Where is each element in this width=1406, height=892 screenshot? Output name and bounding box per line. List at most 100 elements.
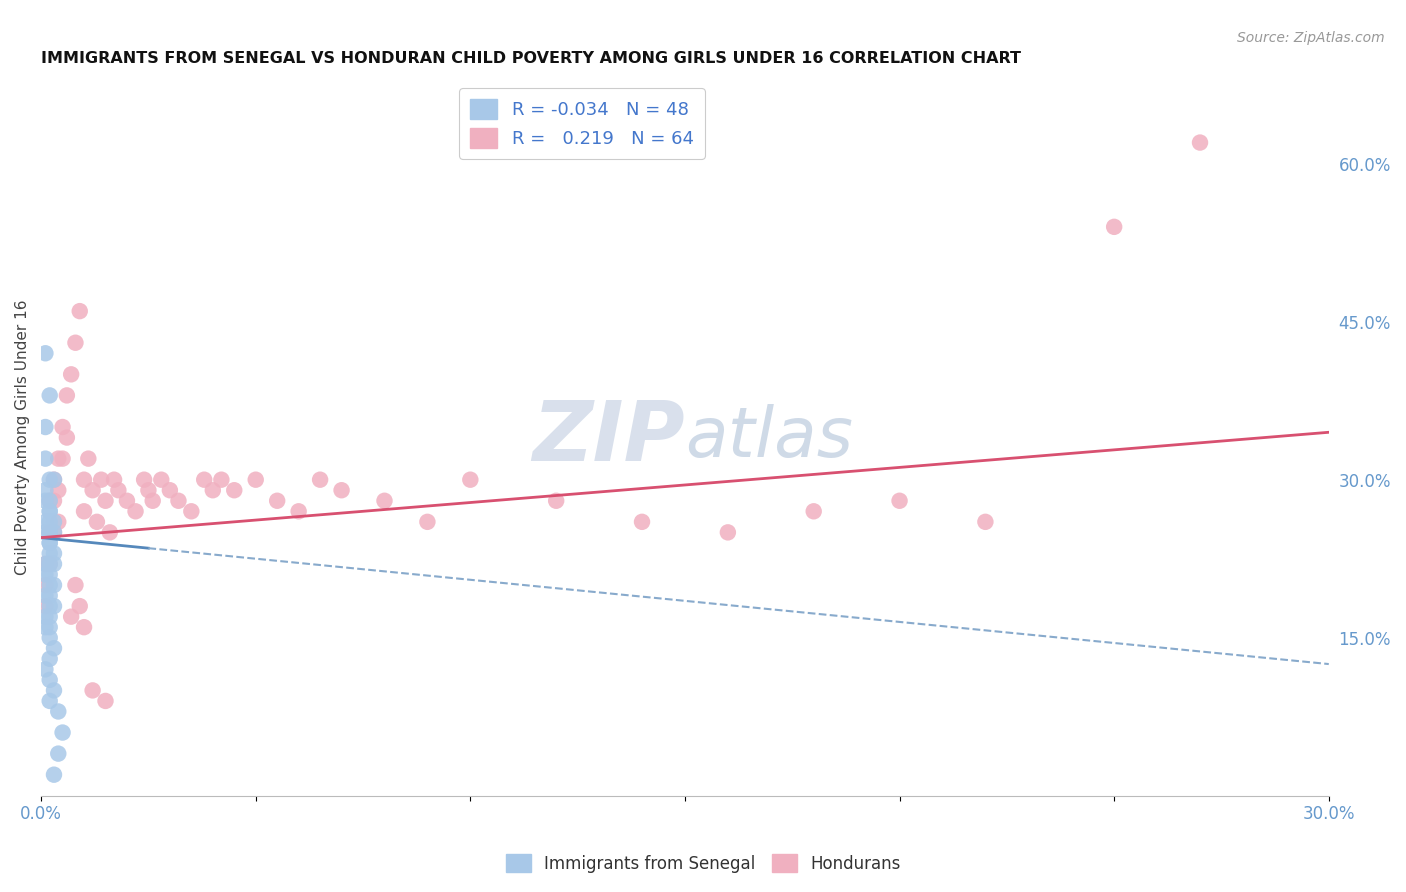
- Point: [134, 473, 156, 487]
- Point: [73, 620, 96, 634]
- Point: [46, 747, 69, 761]
- Point: [34, 578, 56, 592]
- Point: [69, 304, 91, 318]
- Point: [86, 515, 108, 529]
- Point: [38, 493, 60, 508]
- Point: [56, 431, 79, 445]
- Point: [42, 546, 65, 560]
- Point: [42, 683, 65, 698]
- Point: [42, 515, 65, 529]
- Point: [107, 483, 129, 498]
- Point: [38, 525, 60, 540]
- Point: [42, 473, 65, 487]
- Point: [34, 557, 56, 571]
- Point: [46, 451, 69, 466]
- Point: [34, 599, 56, 614]
- Point: [245, 473, 267, 487]
- Point: [38, 493, 60, 508]
- Point: [103, 473, 125, 487]
- Point: [42, 767, 65, 781]
- Legend: R = -0.034   N = 48, R =   0.219   N = 64: R = -0.034 N = 48, R = 0.219 N = 64: [460, 88, 704, 159]
- Point: [46, 515, 69, 529]
- Point: [52, 725, 75, 739]
- Point: [73, 504, 96, 518]
- Point: [73, 473, 96, 487]
- Point: [38, 525, 60, 540]
- Point: [38, 557, 60, 571]
- Point: [1188, 136, 1211, 150]
- Point: [115, 493, 138, 508]
- Point: [52, 451, 75, 466]
- Point: [42, 557, 65, 571]
- Point: [224, 483, 246, 498]
- Text: atlas: atlas: [685, 404, 853, 471]
- Point: [330, 483, 353, 498]
- Point: [34, 515, 56, 529]
- Point: [717, 525, 740, 540]
- Point: [38, 557, 60, 571]
- Point: [38, 567, 60, 582]
- Point: [69, 599, 91, 614]
- Point: [34, 609, 56, 624]
- Point: [38, 620, 60, 634]
- Point: [460, 473, 482, 487]
- Point: [60, 368, 83, 382]
- Y-axis label: Child Poverty Among Girls Under 16: Child Poverty Among Girls Under 16: [15, 300, 30, 575]
- Point: [90, 473, 112, 487]
- Point: [56, 388, 79, 402]
- Point: [42, 473, 65, 487]
- Point: [38, 546, 60, 560]
- Point: [38, 536, 60, 550]
- Point: [889, 493, 911, 508]
- Point: [42, 599, 65, 614]
- Point: [159, 483, 181, 498]
- Point: [209, 473, 232, 487]
- Point: [34, 483, 56, 498]
- Point: [546, 493, 568, 508]
- Point: [46, 705, 69, 719]
- Point: [150, 473, 173, 487]
- Point: [142, 493, 165, 508]
- Point: [266, 493, 288, 508]
- Point: [46, 483, 69, 498]
- Point: [34, 525, 56, 540]
- Point: [803, 504, 825, 518]
- Point: [38, 515, 60, 529]
- Point: [193, 473, 215, 487]
- Point: [52, 420, 75, 434]
- Point: [34, 662, 56, 676]
- Point: [82, 683, 104, 698]
- Point: [94, 694, 117, 708]
- Point: [138, 483, 160, 498]
- Point: [38, 504, 60, 518]
- Point: [38, 694, 60, 708]
- Point: [309, 473, 332, 487]
- Text: Source: ZipAtlas.com: Source: ZipAtlas.com: [1237, 31, 1385, 45]
- Point: [82, 483, 104, 498]
- Point: [34, 589, 56, 603]
- Point: [60, 609, 83, 624]
- Point: [42, 525, 65, 540]
- Point: [38, 525, 60, 540]
- Point: [38, 599, 60, 614]
- Point: [65, 335, 87, 350]
- Point: [167, 493, 190, 508]
- Point: [124, 504, 146, 518]
- Point: [42, 525, 65, 540]
- Point: [34, 557, 56, 571]
- Point: [38, 673, 60, 687]
- Legend: Immigrants from Senegal, Hondurans: Immigrants from Senegal, Hondurans: [499, 847, 907, 880]
- Point: [287, 504, 309, 518]
- Point: [65, 578, 87, 592]
- Point: [34, 620, 56, 634]
- Point: [42, 578, 65, 592]
- Point: [38, 388, 60, 402]
- Point: [34, 451, 56, 466]
- Text: IMMIGRANTS FROM SENEGAL VS HONDURAN CHILD POVERTY AMONG GIRLS UNDER 16 CORRELATI: IMMIGRANTS FROM SENEGAL VS HONDURAN CHIL…: [41, 51, 1021, 66]
- Point: [34, 346, 56, 360]
- Text: ZIP: ZIP: [533, 397, 685, 478]
- Point: [98, 525, 121, 540]
- Point: [38, 631, 60, 645]
- Point: [416, 515, 439, 529]
- Point: [38, 652, 60, 666]
